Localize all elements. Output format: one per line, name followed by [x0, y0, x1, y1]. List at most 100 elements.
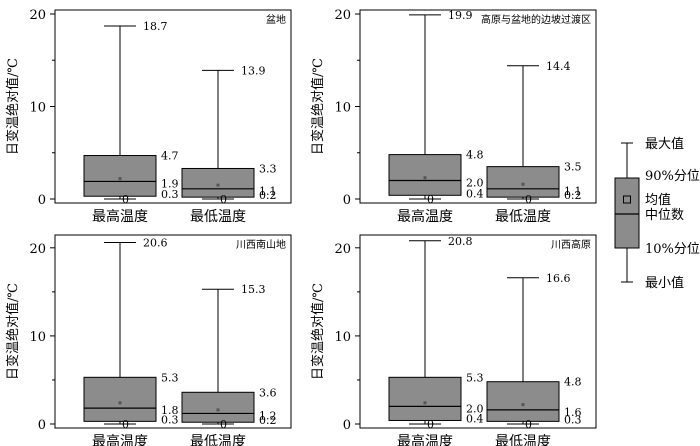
value-label-max: 20.8 [448, 235, 473, 248]
value-label-p90: 3.5 [564, 161, 582, 174]
value-label-p10: 0.2 [259, 414, 277, 427]
value-label-max: 13.9 [241, 64, 266, 77]
panel-basin: 0 10 20 日变温绝对值/℃ 盆地 18.7 4.7 1.90.3 0 最高温度 13.9 3.3… [5, 8, 292, 225]
mean-marker [118, 177, 122, 181]
legend-label-min: 最小值 [645, 275, 684, 291]
value-label-p10: 0.3 [564, 413, 582, 426]
y-tick-label: 10 [334, 330, 351, 345]
box-p10-p90 [388, 376, 462, 421]
panel-southwest-mountains: 0 10 20 日变温绝对值/℃ 川西南山地 20.6 5.3 1.80.3 0 最高温度 15.3… [5, 234, 292, 446]
y-axis-label: 日变温绝对值/℃ [5, 58, 21, 155]
value-label-p10: 0.2 [564, 189, 582, 202]
box-p10-p90 [486, 381, 560, 422]
mean-marker [521, 403, 525, 407]
legend-mean-marker [623, 195, 631, 204]
y-tick-label: 0 [38, 193, 46, 208]
legend-label-p90: 90%分位 [645, 169, 700, 184]
y-tick-label: 10 [29, 101, 46, 116]
value-label-p10: 0.3 [161, 188, 179, 201]
plot-frame [54, 234, 292, 429]
value-label-max: 14.4 [546, 60, 571, 73]
value-label-p90: 3.3 [259, 162, 277, 175]
value-label-min: 0 [427, 418, 434, 431]
x-category-label: 最低温度 [495, 209, 551, 225]
mean-marker [118, 401, 122, 405]
panel-title: 高原与盆地的边坡过渡区 [481, 13, 591, 26]
panel-title: 川西南山地 [236, 238, 286, 251]
value-label-min: 0 [220, 418, 227, 431]
box-p10-p90 [83, 155, 157, 197]
y-tick-label: 0 [343, 193, 351, 208]
box-p10-p90 [181, 167, 255, 198]
x-category-label: 最高温度 [397, 208, 453, 225]
x-category-label: 最低温度 [190, 434, 246, 446]
value-label-median: 1.6 [564, 406, 582, 419]
mean-marker [423, 401, 427, 405]
y-tick-label: 0 [38, 418, 46, 433]
legend-box [614, 177, 640, 249]
x-category-label: 最低温度 [495, 434, 551, 446]
y-axis-label: 日变温绝对值/℃ [310, 58, 326, 155]
legend-label-mean: 均值 [645, 192, 671, 208]
x-category-label: 最高温度 [92, 433, 148, 446]
value-label-min: 0 [427, 193, 434, 206]
mean-marker [216, 408, 220, 412]
value-label-median: 1.8 [161, 404, 179, 417]
y-tick-label: 10 [29, 330, 46, 345]
y-tick-label: 20 [334, 8, 351, 23]
y-tick-label: 20 [29, 8, 46, 23]
value-label-min: 0 [122, 418, 129, 431]
value-label-p90: 4.7 [161, 150, 179, 163]
x-category-label: 最低温度 [190, 209, 246, 225]
value-label-median: 2.0 [466, 402, 484, 415]
y-tick-label: 10 [334, 101, 351, 116]
plot-frame [359, 234, 597, 429]
value-label-median: 1.1 [259, 185, 277, 198]
value-label-median: 2.0 [466, 177, 484, 190]
box-p10-p90 [181, 391, 255, 423]
mean-marker [423, 176, 427, 180]
panel-west-plateau: 0 10 20 日变温绝对值/℃ 川西高原 20.8 5.3 2.00.4 0 最高温度 16.6 4… [310, 234, 597, 446]
value-label-min: 0 [525, 418, 532, 431]
value-label-min: 0 [122, 193, 129, 206]
panel-transition-zone: 0 10 20 日变温绝对值/℃ 高原与盆地的边坡过渡区 19.9 4.8 2.00.4 0 最高… [310, 8, 597, 225]
value-label-max: 20.6 [143, 237, 168, 250]
value-label-p90: 3.6 [259, 386, 277, 399]
box-p10-p90 [388, 154, 462, 196]
value-label-max: 19.9 [448, 9, 473, 22]
value-label-max: 18.7 [143, 20, 168, 33]
mean-marker [521, 182, 525, 186]
value-label-p90: 5.3 [161, 371, 179, 384]
legend-label-max: 最大值 [645, 136, 684, 152]
x-category-label: 最高温度 [397, 433, 453, 446]
value-label-p90: 4.8 [466, 149, 484, 162]
x-category-label: 最高温度 [92, 208, 148, 225]
legend-label-median: 中位数 [645, 208, 684, 223]
y-axis-label: 日变温绝对值/℃ [5, 283, 21, 380]
value-label-p10: 0.4 [466, 187, 484, 200]
legend-label-p10: 10%分位 [645, 242, 700, 257]
mean-marker [216, 183, 220, 187]
value-label-max: 16.6 [546, 272, 571, 285]
y-tick-label: 0 [343, 418, 351, 433]
panel-title: 川西高原 [551, 238, 591, 251]
value-label-p10: 0.2 [259, 189, 277, 202]
value-label-p10: 0.4 [466, 412, 484, 425]
box-p10-p90 [486, 166, 560, 198]
value-label-median: 1.1 [564, 185, 582, 198]
value-label-median: 1.2 [259, 409, 277, 422]
value-label-p10: 0.3 [161, 413, 179, 426]
box-p10-p90 [83, 376, 157, 422]
y-tick-label: 20 [334, 242, 351, 257]
y-axis-label: 日变温绝对值/℃ [310, 283, 326, 380]
value-label-max: 15.3 [241, 283, 266, 296]
value-label-p90: 4.8 [564, 376, 582, 389]
y-tick-label: 20 [29, 242, 46, 257]
value-label-min: 0 [220, 193, 227, 206]
panel-title: 盆地 [266, 13, 286, 26]
value-label-min: 0 [525, 193, 532, 206]
value-label-p90: 5.3 [466, 371, 484, 384]
value-label-median: 1.9 [161, 177, 179, 190]
